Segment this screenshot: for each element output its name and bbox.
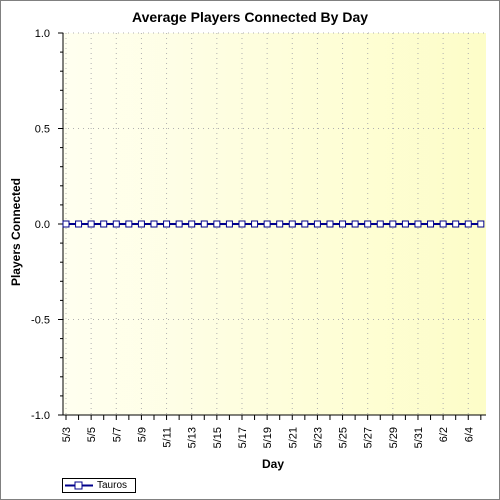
- data-point: [288, 220, 296, 228]
- data-point: [401, 220, 409, 228]
- x-tick-label: 5/17: [237, 427, 249, 448]
- data-point: [188, 220, 196, 228]
- x-tick-label: 5/9: [136, 427, 148, 442]
- legend-swatch-tauros: [65, 481, 93, 490]
- data-point: [427, 220, 435, 228]
- x-tick-label: 5/25: [338, 427, 350, 448]
- data-point: [313, 220, 321, 228]
- data-point: [351, 220, 359, 228]
- x-tick-label: 5/29: [388, 427, 400, 448]
- data-point: [238, 220, 246, 228]
- x-tick-label: 6/2: [438, 427, 450, 442]
- data-point: [389, 220, 397, 228]
- x-tick-label: 5/27: [363, 427, 375, 448]
- data-point: [452, 220, 460, 228]
- data-point: [263, 220, 271, 228]
- x-tick-label: 5/15: [212, 427, 224, 448]
- legend-label-tauros: Tauros: [97, 480, 128, 491]
- y-tick-label: 1.0: [35, 28, 50, 40]
- data-point: [213, 220, 221, 228]
- data-point: [339, 220, 347, 228]
- data-point: [439, 220, 447, 228]
- x-tick-label: 5/23: [312, 427, 324, 448]
- data-point: [62, 220, 70, 228]
- data-point: [150, 220, 158, 228]
- data-point: [251, 220, 259, 228]
- data-point: [414, 220, 422, 228]
- x-tick-label: 5/11: [162, 427, 174, 448]
- data-point: [75, 220, 83, 228]
- data-point: [276, 220, 284, 228]
- data-point: [175, 220, 183, 228]
- data-point: [100, 220, 108, 228]
- y-tick-label: 0.0: [35, 219, 50, 231]
- x-tick-label: 5/3: [61, 427, 73, 442]
- x-axis-label: Day: [261, 457, 284, 471]
- x-tick-label: 5/7: [111, 427, 123, 442]
- data-point: [125, 220, 133, 228]
- x-tick-label: 5/5: [86, 427, 98, 442]
- data-point: [163, 220, 171, 228]
- x-tick-label: 5/31: [413, 427, 425, 448]
- data-point: [376, 220, 384, 228]
- y-tick-label: -0.5: [31, 315, 50, 327]
- data-point: [364, 220, 372, 228]
- y-tick-label: 0.5: [35, 124, 50, 136]
- y-tick-label: -1.0: [31, 410, 50, 422]
- data-point: [326, 220, 334, 228]
- x-tick-label: 6/4: [463, 427, 475, 442]
- data-point: [112, 220, 120, 228]
- x-tick-label: 5/13: [187, 427, 199, 448]
- x-tick-label: 5/21: [287, 427, 299, 448]
- legend: Tauros: [62, 478, 136, 493]
- data-point: [200, 220, 208, 228]
- data-point: [301, 220, 309, 228]
- data-point: [225, 220, 233, 228]
- data-point: [477, 220, 485, 228]
- data-point: [137, 220, 145, 228]
- data-point: [464, 220, 472, 228]
- x-tick-label: 5/19: [262, 427, 274, 448]
- chart-title: Average Players Connected By Day: [131, 9, 369, 25]
- data-point: [87, 220, 95, 228]
